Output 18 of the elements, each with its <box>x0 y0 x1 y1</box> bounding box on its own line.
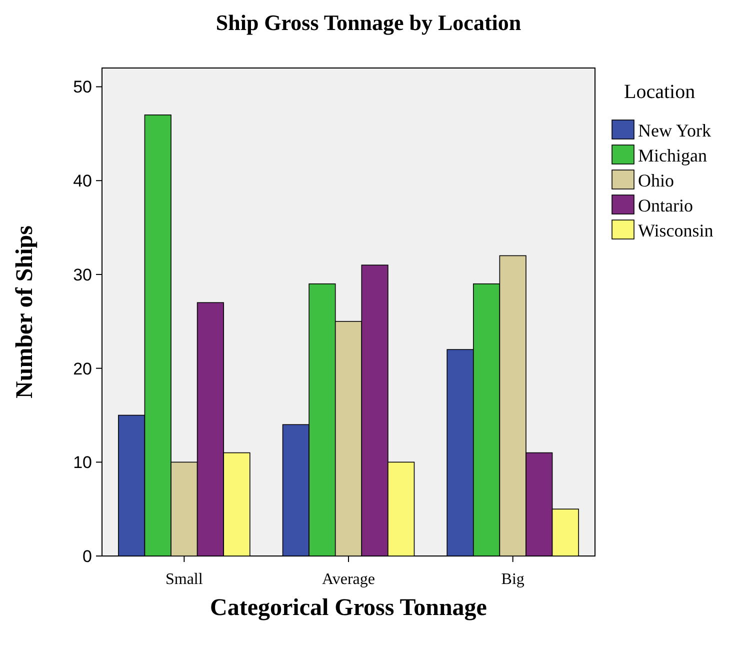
x-tick-label: Small <box>165 571 204 588</box>
x-tick-label: Big <box>501 571 524 588</box>
chart-title: Ship Gross Tonnage by Location <box>216 10 522 35</box>
y-tick-label: 40 <box>73 172 92 191</box>
y-tick-label: 10 <box>73 453 92 472</box>
legend-label: Michigan <box>638 145 707 166</box>
legend-label: New York <box>638 120 712 140</box>
y-axis-title: Number of Ships <box>12 226 38 398</box>
x-tick-label: Average <box>322 571 375 588</box>
legend-label: Wisconsin <box>638 220 714 240</box>
legend-label: Ohio <box>638 170 674 190</box>
legend-title: Location <box>624 81 696 103</box>
legend-label: Ontario <box>638 195 693 216</box>
y-tick-label: 30 <box>73 265 92 284</box>
y-tick-label: 20 <box>73 359 92 378</box>
y-tick-label: 0 <box>82 546 92 566</box>
y-tick-label: 50 <box>73 78 92 97</box>
x-axis-title: Categorical Gross Tonnage <box>210 595 488 621</box>
